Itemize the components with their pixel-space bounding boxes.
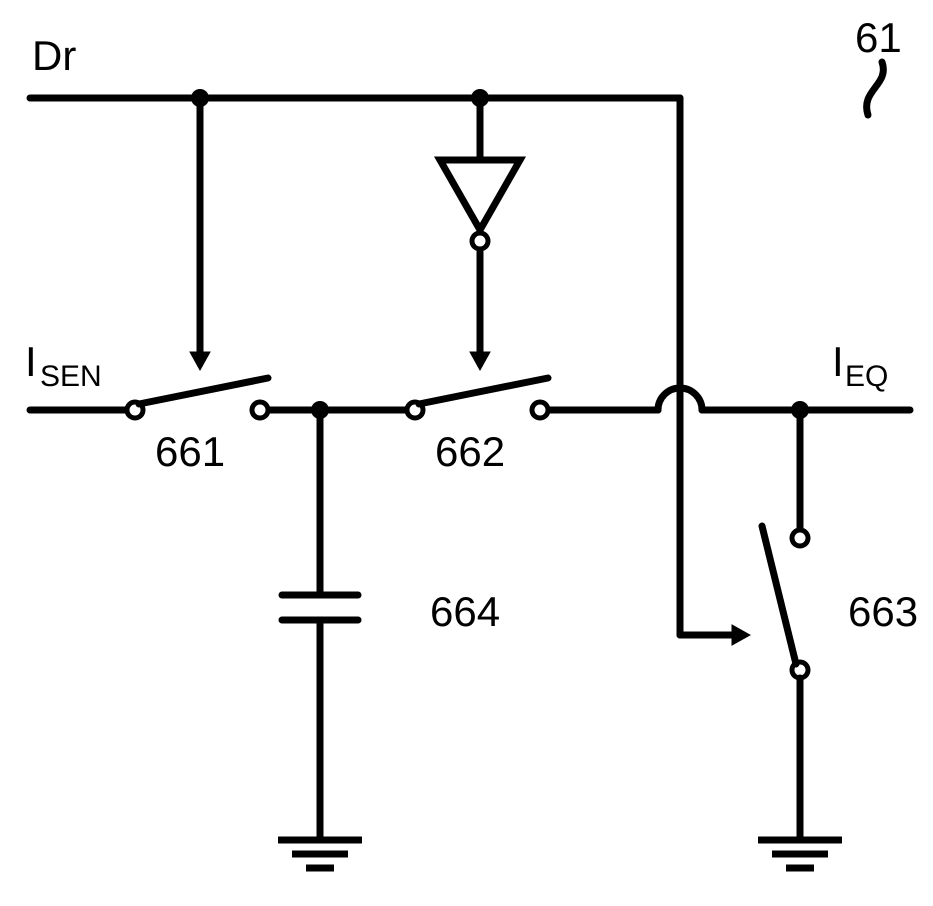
inverter-bubble — [472, 233, 488, 249]
sw662-term-right — [532, 402, 548, 418]
sw663-lever — [762, 526, 796, 664]
ground-sw663 — [758, 840, 842, 868]
label-figure-ref: 61 — [855, 14, 902, 61]
sw662-lever — [419, 378, 548, 404]
label-isen-sub: SEN — [40, 360, 102, 393]
sw663-ctrl-arrow — [732, 625, 750, 645]
label-isen: I — [25, 338, 37, 385]
label-662: 662 — [435, 428, 505, 475]
label-663: 663 — [848, 588, 918, 635]
figure-ref-tail — [867, 62, 884, 115]
sw663-term-top — [792, 530, 808, 546]
label-ieq-sub: EQ — [845, 360, 888, 393]
sw661-lever — [139, 378, 268, 404]
label-dr: Dr — [32, 32, 76, 79]
sw661-ctrl-arrow — [190, 352, 210, 370]
inverter-triangle — [440, 160, 520, 230]
label-661: 661 — [155, 428, 225, 475]
ground-cap — [278, 840, 362, 868]
label-664: 664 — [430, 588, 500, 635]
sw662-ctrl-arrow — [470, 352, 490, 370]
sw661-term-right — [252, 402, 268, 418]
label-ieq: I — [832, 338, 844, 385]
